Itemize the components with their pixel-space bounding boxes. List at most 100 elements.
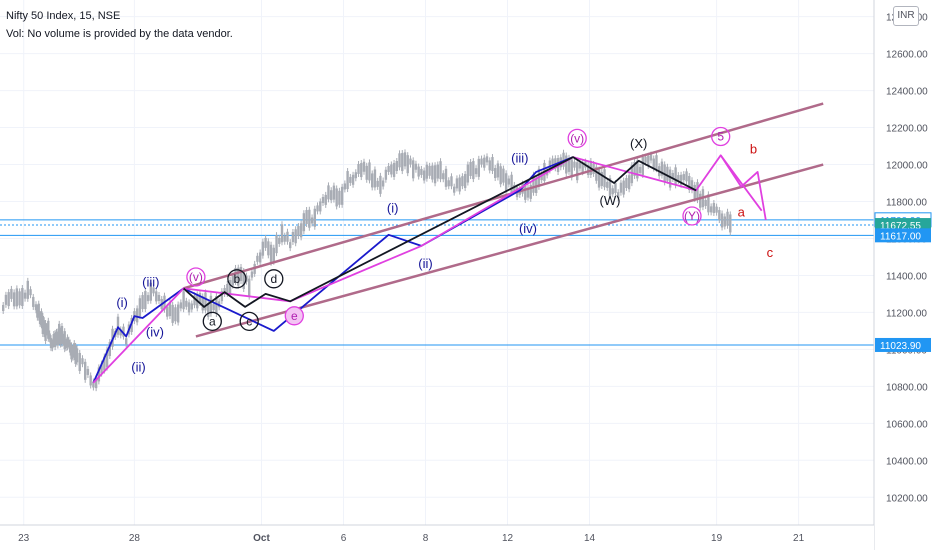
candle-body	[138, 298, 142, 317]
candle-body	[466, 164, 470, 183]
candle-body	[81, 358, 84, 365]
candle-body	[321, 197, 325, 204]
candle-body	[455, 178, 459, 189]
candle-body	[540, 174, 543, 181]
y-tick-label: 12600.00	[886, 50, 928, 61]
candle-body	[108, 342, 111, 357]
candle-body	[40, 311, 43, 326]
candle-body	[485, 156, 489, 163]
candle-body	[56, 331, 60, 346]
wave-label: (i)	[387, 201, 399, 216]
candle-body	[422, 170, 426, 181]
candle-body	[310, 217, 314, 224]
wave-label: b	[234, 272, 241, 286]
candle-body	[250, 271, 254, 278]
candle-body	[32, 296, 35, 307]
candle-body	[228, 280, 232, 295]
candle-body	[570, 159, 573, 178]
candle-body	[608, 178, 612, 197]
candle-body	[174, 307, 177, 322]
wave-labels: (v) (iii) (i) (iv) (ii) b d a c e (i) (ii) (iii) (iv)…	[116, 126, 774, 375]
x-tick-label: 14	[584, 533, 596, 544]
candle-body	[37, 303, 40, 318]
x-tick-label: 28	[129, 533, 141, 544]
wave-label: 5	[717, 129, 724, 143]
candle-body	[373, 169, 377, 188]
candle-body	[207, 302, 210, 317]
candle-body	[215, 296, 218, 315]
y-tick-label: 10600.00	[886, 419, 928, 430]
candle-body	[275, 235, 278, 254]
grid	[0, 0, 874, 525]
candle-body	[368, 162, 371, 181]
y-tick-label: 11800.00	[886, 197, 927, 208]
candle-body	[491, 157, 494, 172]
candle-body	[398, 153, 401, 168]
candle-body	[357, 163, 360, 174]
candle-body	[387, 165, 390, 172]
y-tick-label: 12400.00	[886, 87, 928, 98]
candle-body	[64, 341, 68, 348]
candle-body	[53, 333, 57, 348]
candle-body	[562, 152, 565, 167]
candle-body	[70, 345, 73, 360]
candle-body	[74, 345, 77, 364]
candle-body	[477, 158, 480, 177]
candle-body	[155, 291, 158, 302]
candle-body	[176, 304, 180, 323]
wave-label: (v)	[570, 131, 584, 145]
candle-body	[267, 241, 270, 256]
y-tick-label: 11200.00	[886, 308, 927, 319]
candle-body	[529, 184, 532, 199]
candle-body	[182, 291, 185, 310]
candle-body	[330, 190, 333, 201]
candle-body	[365, 165, 368, 180]
wave-label-circle	[284, 306, 304, 326]
candle-body	[679, 174, 683, 185]
candle-body	[671, 172, 675, 179]
price-tag-label: 11672.55	[880, 221, 921, 232]
currency-button[interactable]: INR	[893, 6, 919, 26]
candle-body	[526, 187, 530, 198]
candle-body	[135, 308, 139, 323]
candle-body	[10, 288, 13, 299]
candle-body	[201, 296, 204, 311]
candle-body	[256, 255, 259, 262]
x-tick-label: Oct	[253, 533, 270, 544]
candle-body	[12, 292, 16, 307]
candle-body	[171, 304, 174, 323]
candle-body	[193, 295, 196, 306]
candle-body	[433, 165, 437, 184]
candle-body	[573, 161, 576, 168]
candle-body	[305, 210, 308, 225]
candle-body	[45, 326, 49, 333]
candle-body	[630, 165, 634, 184]
candle-body	[43, 320, 46, 335]
wave-label: a	[209, 314, 216, 328]
candle-body	[105, 349, 109, 368]
candle-body	[458, 177, 461, 192]
candle-body	[619, 182, 623, 193]
candle-body	[406, 155, 409, 174]
candle-body	[417, 166, 420, 177]
candle-body	[49, 338, 53, 349]
candle-body	[636, 160, 639, 179]
candle-body	[463, 174, 467, 189]
candle-body	[68, 342, 72, 353]
wave-label: c	[767, 245, 774, 260]
wave-label: d	[270, 272, 277, 286]
candle-body	[488, 160, 491, 171]
candle-body	[15, 288, 19, 307]
wave-line	[719, 154, 767, 221]
candle-body	[48, 333, 51, 340]
candle-body	[428, 165, 431, 176]
candle-body	[29, 289, 32, 296]
candle-body	[308, 209, 311, 228]
candle-body	[316, 205, 319, 212]
wave-label: (i)	[116, 295, 128, 310]
candle-body	[726, 211, 729, 226]
candle-body	[723, 216, 726, 227]
candle-body	[633, 161, 636, 176]
